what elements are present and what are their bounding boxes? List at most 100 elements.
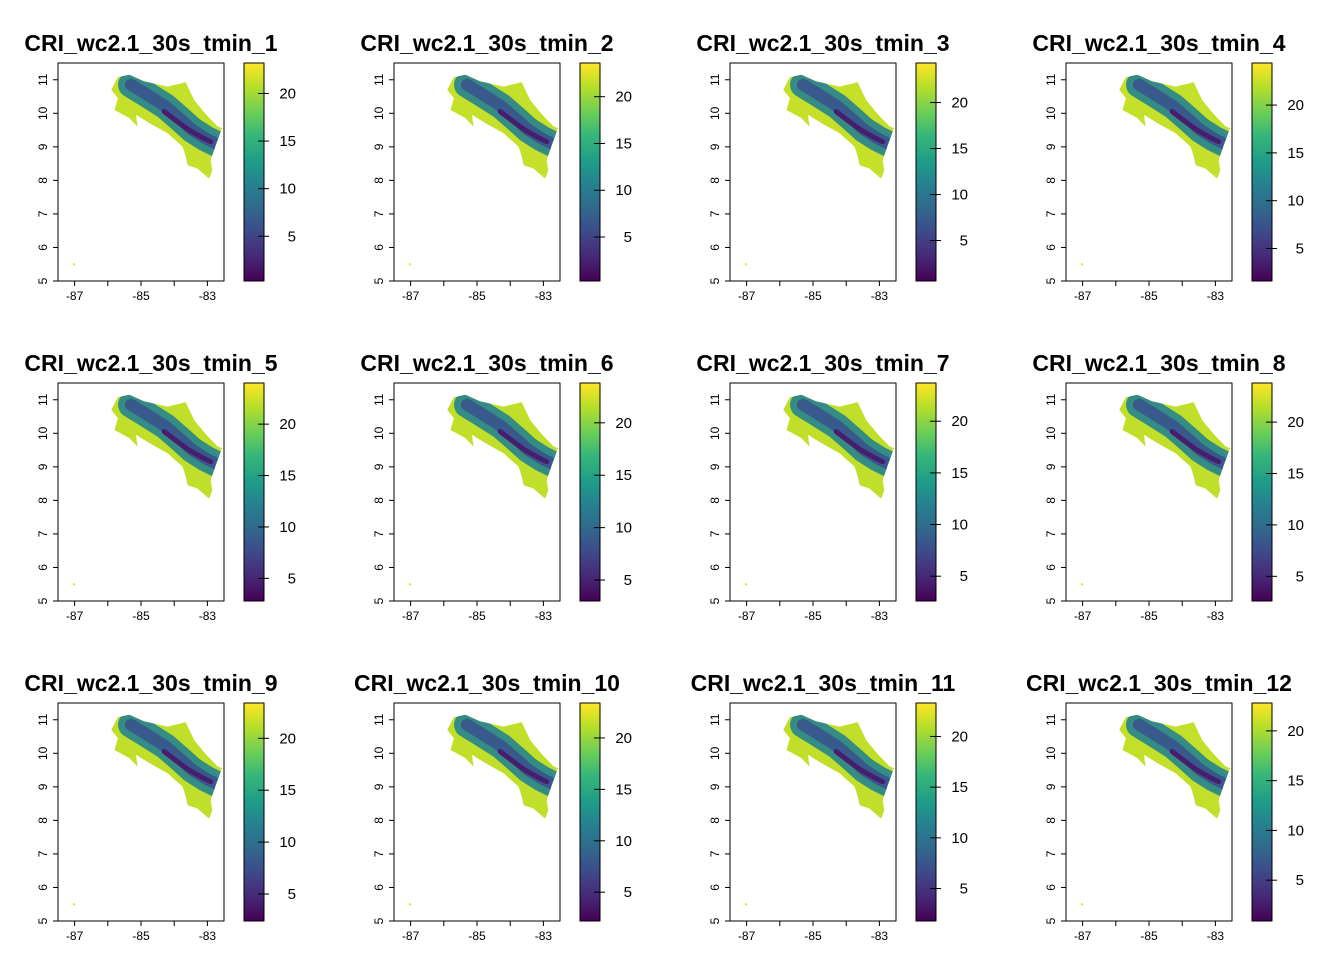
y-tick-label: 8	[708, 817, 722, 824]
panel-title: CRI_wc2.1_30s_tmin_9	[24, 670, 277, 696]
y-tick-label: 5	[372, 277, 386, 284]
colorbar-tick-label: 10	[615, 520, 632, 537]
y-tick-label: 11	[372, 713, 386, 726]
y-tick-label: 10	[36, 106, 50, 120]
panel-title: CRI_wc2.1_30s_tmin_1	[24, 30, 277, 56]
island-speck	[744, 583, 747, 586]
raster-land	[447, 74, 558, 179]
colorbar-tick-label: 10	[951, 517, 968, 534]
y-tick-label: 6	[372, 884, 386, 891]
y-tick-label: 10	[372, 426, 386, 440]
island-speck	[1080, 263, 1083, 266]
x-tick-label: -85	[804, 289, 822, 303]
y-tick-label: 11	[1044, 393, 1058, 406]
y-tick-label: 9	[1044, 463, 1058, 470]
y-tick-label: 9	[36, 143, 50, 150]
y-tick-label: 5	[708, 277, 722, 284]
y-tick-label: 6	[36, 244, 50, 251]
map-panel-10: CRI_wc2.1_30s_tmin_10 -87 -85 -83 5 6 7 8 9 10 11 5…	[354, 670, 632, 943]
y-tick-label: 5	[1044, 277, 1058, 284]
colorbar-tick-label: 15	[951, 141, 968, 158]
x-tick-label: -85	[1140, 289, 1158, 303]
panel-title: CRI_wc2.1_30s_tmin_6	[360, 350, 613, 376]
y-tick-label: 7	[36, 850, 50, 857]
colorbar-tick-label: 5	[960, 881, 968, 898]
raster-land	[111, 74, 222, 179]
y-tick-label: 6	[708, 244, 722, 251]
colorbar	[1251, 702, 1273, 922]
y-tick-label: 5	[36, 277, 50, 284]
x-tick-label: -83	[199, 929, 217, 943]
island-speck	[408, 263, 411, 266]
y-tick-label: 5	[372, 597, 386, 604]
colorbar-tick-label: 20	[951, 95, 968, 112]
colorbar-tick-label: 10	[615, 182, 632, 199]
y-tick-label: 7	[1044, 850, 1058, 857]
x-tick-label: -87	[1074, 929, 1092, 943]
x-tick-label: -83	[871, 289, 889, 303]
colorbar	[915, 62, 937, 282]
panel-title: CRI_wc2.1_30s_tmin_2	[360, 30, 613, 56]
peak-band	[1169, 109, 1222, 145]
y-tick-label: 11	[36, 713, 50, 726]
raster-land	[783, 394, 894, 499]
y-tick-label: 7	[708, 210, 722, 217]
peak-band	[1169, 429, 1222, 465]
y-tick-label: 6	[372, 564, 386, 571]
colorbar-tick-label: 15	[279, 782, 296, 799]
colorbar-tick-label: 20	[951, 413, 968, 430]
y-tick-label: 10	[36, 426, 50, 440]
raster-land	[1119, 74, 1230, 179]
map-panel-12: CRI_wc2.1_30s_tmin_12 -87 -85 -83 5 6 7 8 9 10 11 5…	[1026, 670, 1304, 943]
y-tick-label: 9	[372, 783, 386, 790]
x-tick-label: -85	[468, 289, 486, 303]
colorbar-tick-label: 15	[1287, 773, 1304, 790]
colorbar-tick-label: 10	[279, 519, 296, 536]
colorbar	[915, 702, 937, 922]
colorbar-tick-label: 15	[279, 133, 296, 150]
map-panel-11: CRI_wc2.1_30s_tmin_11 -87 -85 -83 5 6 7 8 9 10 11 5…	[691, 670, 968, 943]
y-tick-label: 11	[372, 393, 386, 406]
colorbar-tick-label: 15	[951, 465, 968, 482]
y-tick-label: 5	[1044, 917, 1058, 924]
x-tick-label: -87	[1074, 609, 1092, 623]
y-tick-label: 8	[36, 497, 50, 504]
x-tick-label: -87	[402, 289, 420, 303]
y-tick-label: 11	[1044, 73, 1058, 86]
y-tick-label: 5	[372, 917, 386, 924]
map-panel-7: CRI_wc2.1_30s_tmin_7 -87 -85 -83 5 6 7 8 9 10 11 5 1…	[696, 350, 968, 623]
y-tick-label: 8	[708, 177, 722, 184]
x-tick-label: -85	[1140, 609, 1158, 623]
island-speck	[72, 903, 75, 906]
y-tick-label: 8	[1044, 497, 1058, 504]
colorbar-tick-label: 5	[1296, 568, 1304, 585]
y-tick-label: 11	[708, 393, 722, 406]
y-tick-label: 7	[372, 530, 386, 537]
peak-band	[161, 429, 214, 465]
colorbar-tick-label: 15	[951, 779, 968, 796]
y-tick-label: 11	[708, 713, 722, 726]
colorbar-tick-label: 5	[624, 572, 632, 589]
panel-title: CRI_wc2.1_30s_tmin_12	[1026, 670, 1292, 696]
colorbar-tick-label: 15	[1287, 465, 1304, 482]
island-speck	[408, 903, 411, 906]
colorbar-tick-label: 5	[624, 229, 632, 246]
map-panel-6: CRI_wc2.1_30s_tmin_6 -87 -85 -83 5 6 7 8 9 10 11 5 1…	[360, 350, 632, 623]
y-tick-label: 6	[372, 244, 386, 251]
peak-band	[833, 109, 886, 145]
island-speck	[72, 583, 75, 586]
colorbar-tick-label: 20	[279, 730, 296, 747]
x-tick-label: -83	[199, 609, 217, 623]
x-tick-label: -87	[738, 609, 756, 623]
y-tick-label: 7	[372, 210, 386, 217]
y-tick-label: 6	[1044, 884, 1058, 891]
y-tick-label: 6	[36, 884, 50, 891]
colorbar	[243, 382, 265, 602]
panel-title: CRI_wc2.1_30s_tmin_7	[696, 350, 949, 376]
peak-band	[497, 749, 550, 785]
panel-title: CRI_wc2.1_30s_tmin_11	[691, 670, 956, 696]
island-speck	[744, 903, 747, 906]
colorbar-tick-label: 5	[288, 886, 296, 903]
y-tick-label: 8	[372, 497, 386, 504]
x-tick-label: -85	[132, 609, 150, 623]
